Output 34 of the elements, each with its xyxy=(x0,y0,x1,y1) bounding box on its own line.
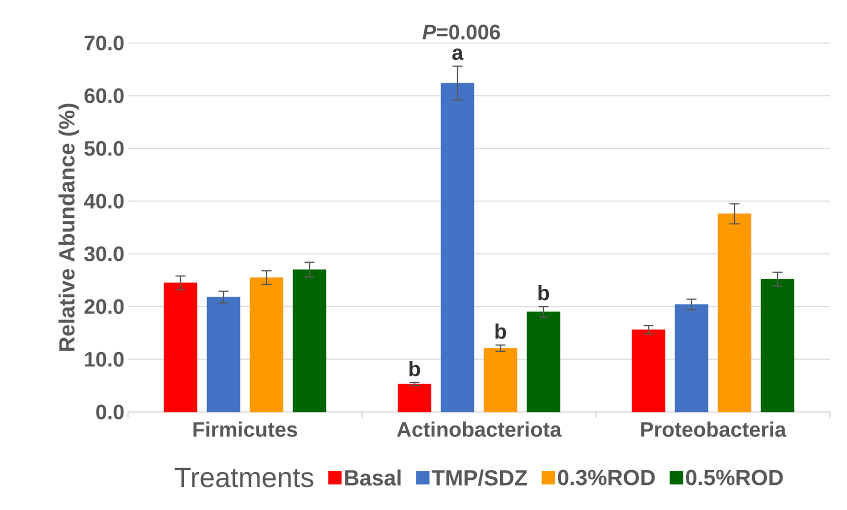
bar xyxy=(440,82,474,412)
y-tick-label: 60.0 xyxy=(84,88,124,104)
bar xyxy=(526,312,560,412)
legend-label: 0.5%ROD xyxy=(686,470,783,486)
bar xyxy=(398,384,432,412)
x-tick-label: Firmicutes xyxy=(194,422,298,437)
y-tick-label: 50.0 xyxy=(84,141,124,156)
y-axis-title: Relative Abundance (%) xyxy=(58,104,79,351)
bar xyxy=(760,278,794,412)
legend-label: 0.3%ROD xyxy=(558,470,655,486)
text: P=0.006 xyxy=(422,24,500,40)
x-tick-label: Actinobacteriota xyxy=(396,422,562,437)
x-tick-label: Proteobacteria xyxy=(641,422,786,437)
bar xyxy=(632,330,666,412)
annotation: b xyxy=(538,285,550,300)
y-tick-label: 0.0 xyxy=(96,404,124,420)
y-tick-label: 20.0 xyxy=(84,299,124,314)
legend-label: Basal xyxy=(345,469,401,486)
bar xyxy=(292,269,326,412)
bar xyxy=(718,214,752,412)
y-tick-label: 70.0 xyxy=(84,36,124,50)
legend-title: Treatments xyxy=(174,468,314,488)
y-tick-label: 40.0 xyxy=(84,194,124,209)
annotation: b xyxy=(495,323,506,339)
bar xyxy=(250,277,284,412)
bar xyxy=(206,296,240,412)
legend-label: TMP/SDZ xyxy=(432,469,528,486)
bar xyxy=(164,282,198,412)
y-tick-label: 10.0 xyxy=(85,352,124,367)
y-tick-label: 30.0 xyxy=(84,246,124,262)
annotation: b xyxy=(409,360,420,376)
bar xyxy=(484,348,518,412)
bar xyxy=(674,304,708,412)
annotation: a xyxy=(452,48,464,60)
